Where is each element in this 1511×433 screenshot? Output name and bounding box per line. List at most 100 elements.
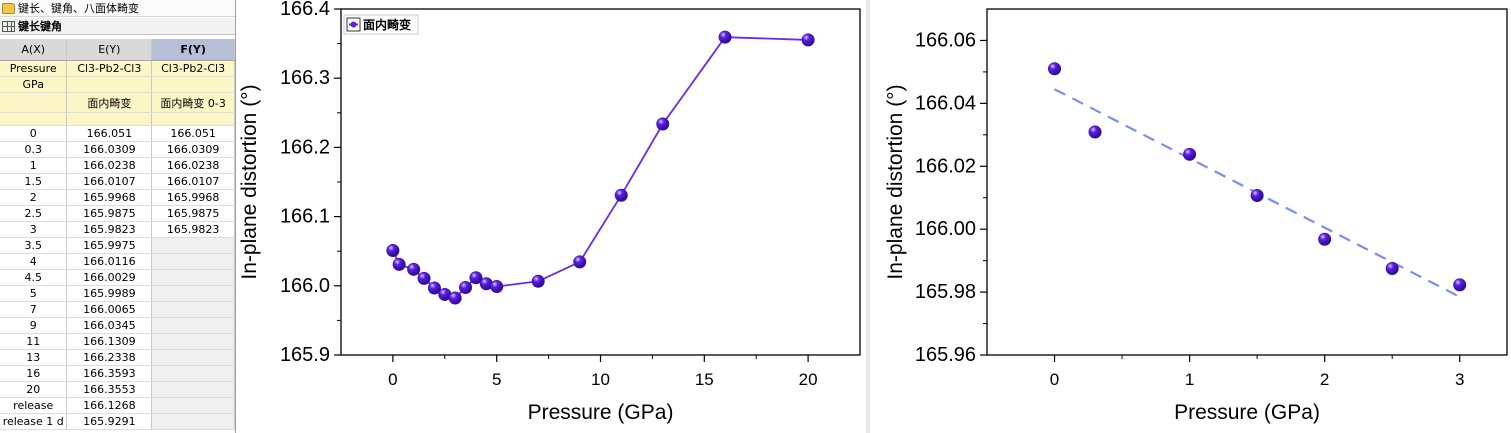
units-cell[interactable]: GPa	[0, 76, 68, 93]
units-cell[interactable]	[151, 76, 235, 93]
data-cell[interactable]: 166.051	[151, 125, 235, 142]
comment-cell[interactable]: 面内畸变 0-3	[151, 92, 235, 113]
comment-cell[interactable]	[0, 92, 68, 113]
long-name-cell[interactable]: Pressure	[0, 60, 68, 77]
graph-0-3-gpa[interactable]: 0 1 2 3 165.96 165.98 166.00 166.02 166.04 166.06…	[870, 0, 1511, 433]
data-cell[interactable]: 166.0238	[66, 157, 153, 174]
data-cell[interactable]: 20	[0, 381, 68, 398]
data-cell[interactable]: 16	[0, 365, 68, 382]
column-header[interactable]: F(Y)	[151, 39, 235, 61]
data-point[interactable]	[1088, 125, 1102, 139]
data-point[interactable]	[614, 188, 628, 202]
data-cell[interactable]	[151, 365, 235, 382]
data-point[interactable]	[1250, 189, 1264, 203]
data-cell[interactable]: 165.9875	[66, 205, 153, 222]
data-cell[interactable]: 165.9291	[66, 413, 153, 430]
data-cell[interactable]: 166.0065	[66, 301, 153, 318]
data-cell[interactable]	[151, 301, 235, 318]
data-cell[interactable]: 166.0309	[66, 141, 153, 158]
data-point[interactable]	[490, 280, 504, 294]
data-cell[interactable]: 5	[0, 285, 68, 302]
data-cell[interactable]	[151, 333, 235, 350]
data-cell[interactable]: 165.9968	[66, 189, 153, 206]
legend[interactable]: 面内畸变	[343, 14, 419, 35]
data-point[interactable]	[1385, 261, 1399, 275]
folder-title-bar[interactable]: 键长、键角、八面体畸变	[0, 0, 235, 17]
data-cell[interactable]: 165.9875	[151, 205, 235, 222]
table-row: 3.5 165.9975	[0, 237, 235, 254]
data-cell[interactable]: 2	[0, 189, 68, 206]
data-point[interactable]	[718, 30, 732, 44]
data-cell[interactable]: 1.5	[0, 173, 68, 190]
data-cell[interactable]: release 1 d	[0, 413, 68, 430]
data-point[interactable]	[386, 244, 400, 258]
data-cell[interactable]: 165.9975	[66, 237, 153, 254]
data-cell[interactable]: 166.0107	[151, 173, 235, 190]
data-cell[interactable]: 0	[0, 125, 68, 142]
data-cell[interactable]: 9	[0, 317, 68, 334]
data-cell[interactable]	[151, 317, 235, 334]
data-cell[interactable]	[151, 397, 235, 414]
graph-full-range[interactable]: 0 5 10 15 20 165.9 166.0 166.1 166.2 166.3 166.4 P…	[236, 0, 866, 433]
data-cell[interactable]: 0.3	[0, 141, 68, 158]
data-cell[interactable]: 3	[0, 221, 68, 238]
data-cell[interactable]: 4.5	[0, 269, 68, 286]
data-cell[interactable]: 166.0238	[151, 157, 235, 174]
data-cell[interactable]	[151, 269, 235, 286]
data-cell[interactable]: release	[0, 397, 68, 414]
column-header[interactable]: E(Y)	[66, 39, 153, 61]
data-point[interactable]	[392, 257, 406, 271]
data-cell[interactable]: 166.1268	[66, 397, 153, 414]
data-cell[interactable]: 166.0309	[151, 141, 235, 158]
data-point[interactable]	[573, 255, 587, 269]
comment-cell[interactable]: 面内畸变	[66, 92, 153, 113]
sheet-tab[interactable]: 键长键角	[0, 18, 235, 35]
data-cell[interactable]: 166.0116	[66, 253, 153, 270]
data-cell[interactable]: 165.9989	[66, 285, 153, 302]
data-point[interactable]	[1318, 232, 1332, 246]
column-header[interactable]: A(X)	[0, 39, 68, 61]
data-cell[interactable]: 7	[0, 301, 68, 318]
data-point[interactable]	[1048, 62, 1062, 76]
sparkline-cell[interactable]	[151, 112, 235, 126]
data-point[interactable]	[531, 274, 545, 288]
data-point[interactable]	[1183, 147, 1197, 161]
data-cell[interactable]	[151, 413, 235, 430]
data-cell[interactable]: 166.1309	[66, 333, 153, 350]
sparkline-cell[interactable]	[0, 112, 68, 126]
data-point[interactable]	[448, 291, 462, 305]
data-point[interactable]	[407, 262, 421, 276]
units-cell[interactable]	[66, 76, 153, 93]
data-cell[interactable]	[151, 253, 235, 270]
data-point[interactable]	[656, 117, 670, 131]
data-cell[interactable]: 165.9823	[66, 221, 153, 238]
data-cell[interactable]: 166.2338	[66, 349, 153, 366]
data-point[interactable]	[459, 281, 473, 295]
sparkline-cell[interactable]	[66, 112, 153, 126]
data-point[interactable]	[801, 33, 815, 47]
data-cell[interactable]: 1	[0, 157, 68, 174]
data-cell[interactable]	[151, 285, 235, 302]
data-cell[interactable]: 13	[0, 349, 68, 366]
long-name-cell[interactable]: Cl3-Pb2-Cl3	[66, 60, 153, 77]
data-cell[interactable]: 166.3593	[66, 365, 153, 382]
data-cell[interactable]	[151, 381, 235, 398]
data-cell[interactable]: 166.051	[66, 125, 153, 142]
data-cell[interactable]: 165.9968	[151, 189, 235, 206]
data-cell[interactable]: 165.9823	[151, 221, 235, 238]
data-point[interactable]	[427, 281, 441, 295]
data-cell[interactable]: 2.5	[0, 205, 68, 222]
data-cell[interactable]: 166.3553	[66, 381, 153, 398]
data-cell[interactable]	[151, 349, 235, 366]
data-cell[interactable]: 166.0345	[66, 317, 153, 334]
data-cell[interactable]: 3.5	[0, 237, 68, 254]
data-point[interactable]	[1453, 278, 1467, 292]
data-point[interactable]	[417, 271, 431, 285]
data-cell[interactable]: 166.0029	[66, 269, 153, 286]
data-cell[interactable]: 166.0107	[66, 173, 153, 190]
data-point[interactable]	[469, 271, 483, 285]
data-cell[interactable]	[151, 237, 235, 254]
data-cell[interactable]: 11	[0, 333, 68, 350]
long-name-cell[interactable]: Cl3-Pb2-Cl3	[151, 60, 235, 77]
data-cell[interactable]: 4	[0, 253, 68, 270]
